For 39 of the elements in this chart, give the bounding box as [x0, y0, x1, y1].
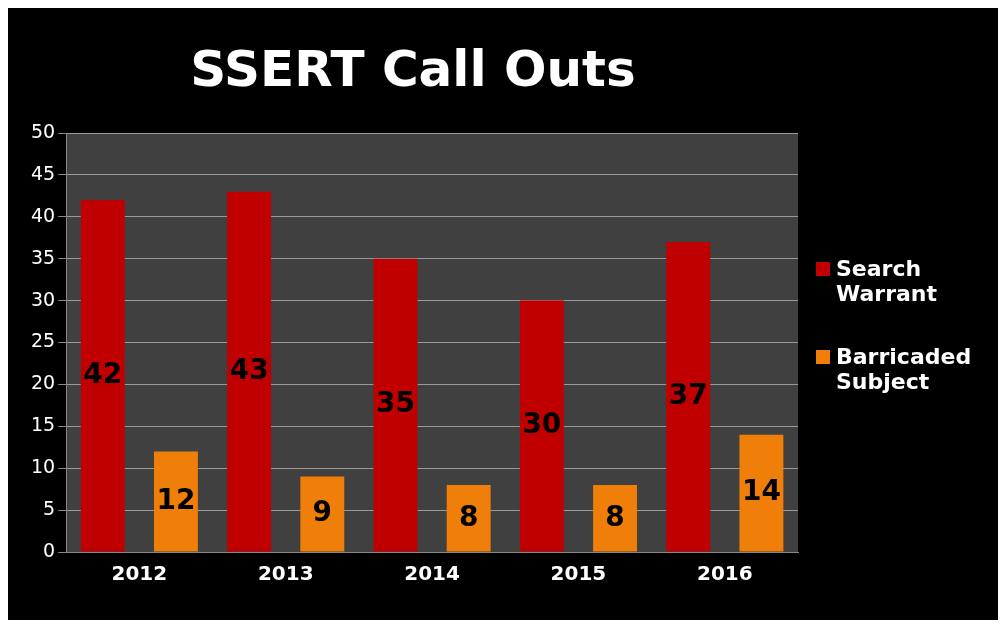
data-label: 30	[522, 407, 562, 441]
y-tick-label: 30	[30, 287, 56, 310]
y-tick-label: 15	[30, 413, 56, 436]
legend-label: Search Warrant	[836, 256, 939, 306]
y-tick-label: 35	[30, 245, 56, 268]
bar	[300, 476, 345, 552]
data-label: 37	[668, 378, 708, 411]
data-label: 8	[458, 499, 479, 533]
x-tick-label: 2015	[550, 561, 607, 586]
data-label: 43	[229, 352, 269, 386]
bar	[373, 258, 418, 552]
bar	[154, 451, 198, 552]
data-label: 42	[83, 357, 123, 391]
x-tick-label: 2013	[257, 561, 314, 586]
bar	[666, 241, 711, 552]
bar	[593, 484, 637, 552]
y-tick-label: 40	[30, 203, 56, 226]
bar	[519, 300, 564, 552]
bar	[80, 200, 125, 552]
chart-title: SSERT Call Outs	[190, 39, 636, 98]
bar	[739, 434, 784, 552]
x-tick-label: 2014	[404, 561, 460, 586]
y-tick-label: 20	[30, 371, 56, 394]
data-label: 9	[312, 495, 333, 529]
bar	[446, 484, 491, 552]
x-tick-label: 2012	[111, 561, 168, 586]
y-tick-label: 50	[30, 119, 56, 142]
y-tick-label: 10	[30, 455, 56, 478]
data-label: 14	[741, 474, 781, 508]
y-tick-label: 45	[30, 161, 56, 184]
x-tick-label: 2016	[696, 561, 753, 586]
y-tick-label: 5	[43, 497, 56, 520]
data-label: 35	[376, 386, 415, 420]
data-label: 12	[156, 482, 196, 516]
y-tick-label: 0	[43, 538, 56, 561]
bar	[227, 191, 272, 552]
y-tick-label: 25	[30, 329, 56, 352]
legend-label: Barricaded Subject	[836, 344, 973, 394]
data-label: 8	[605, 499, 625, 533]
